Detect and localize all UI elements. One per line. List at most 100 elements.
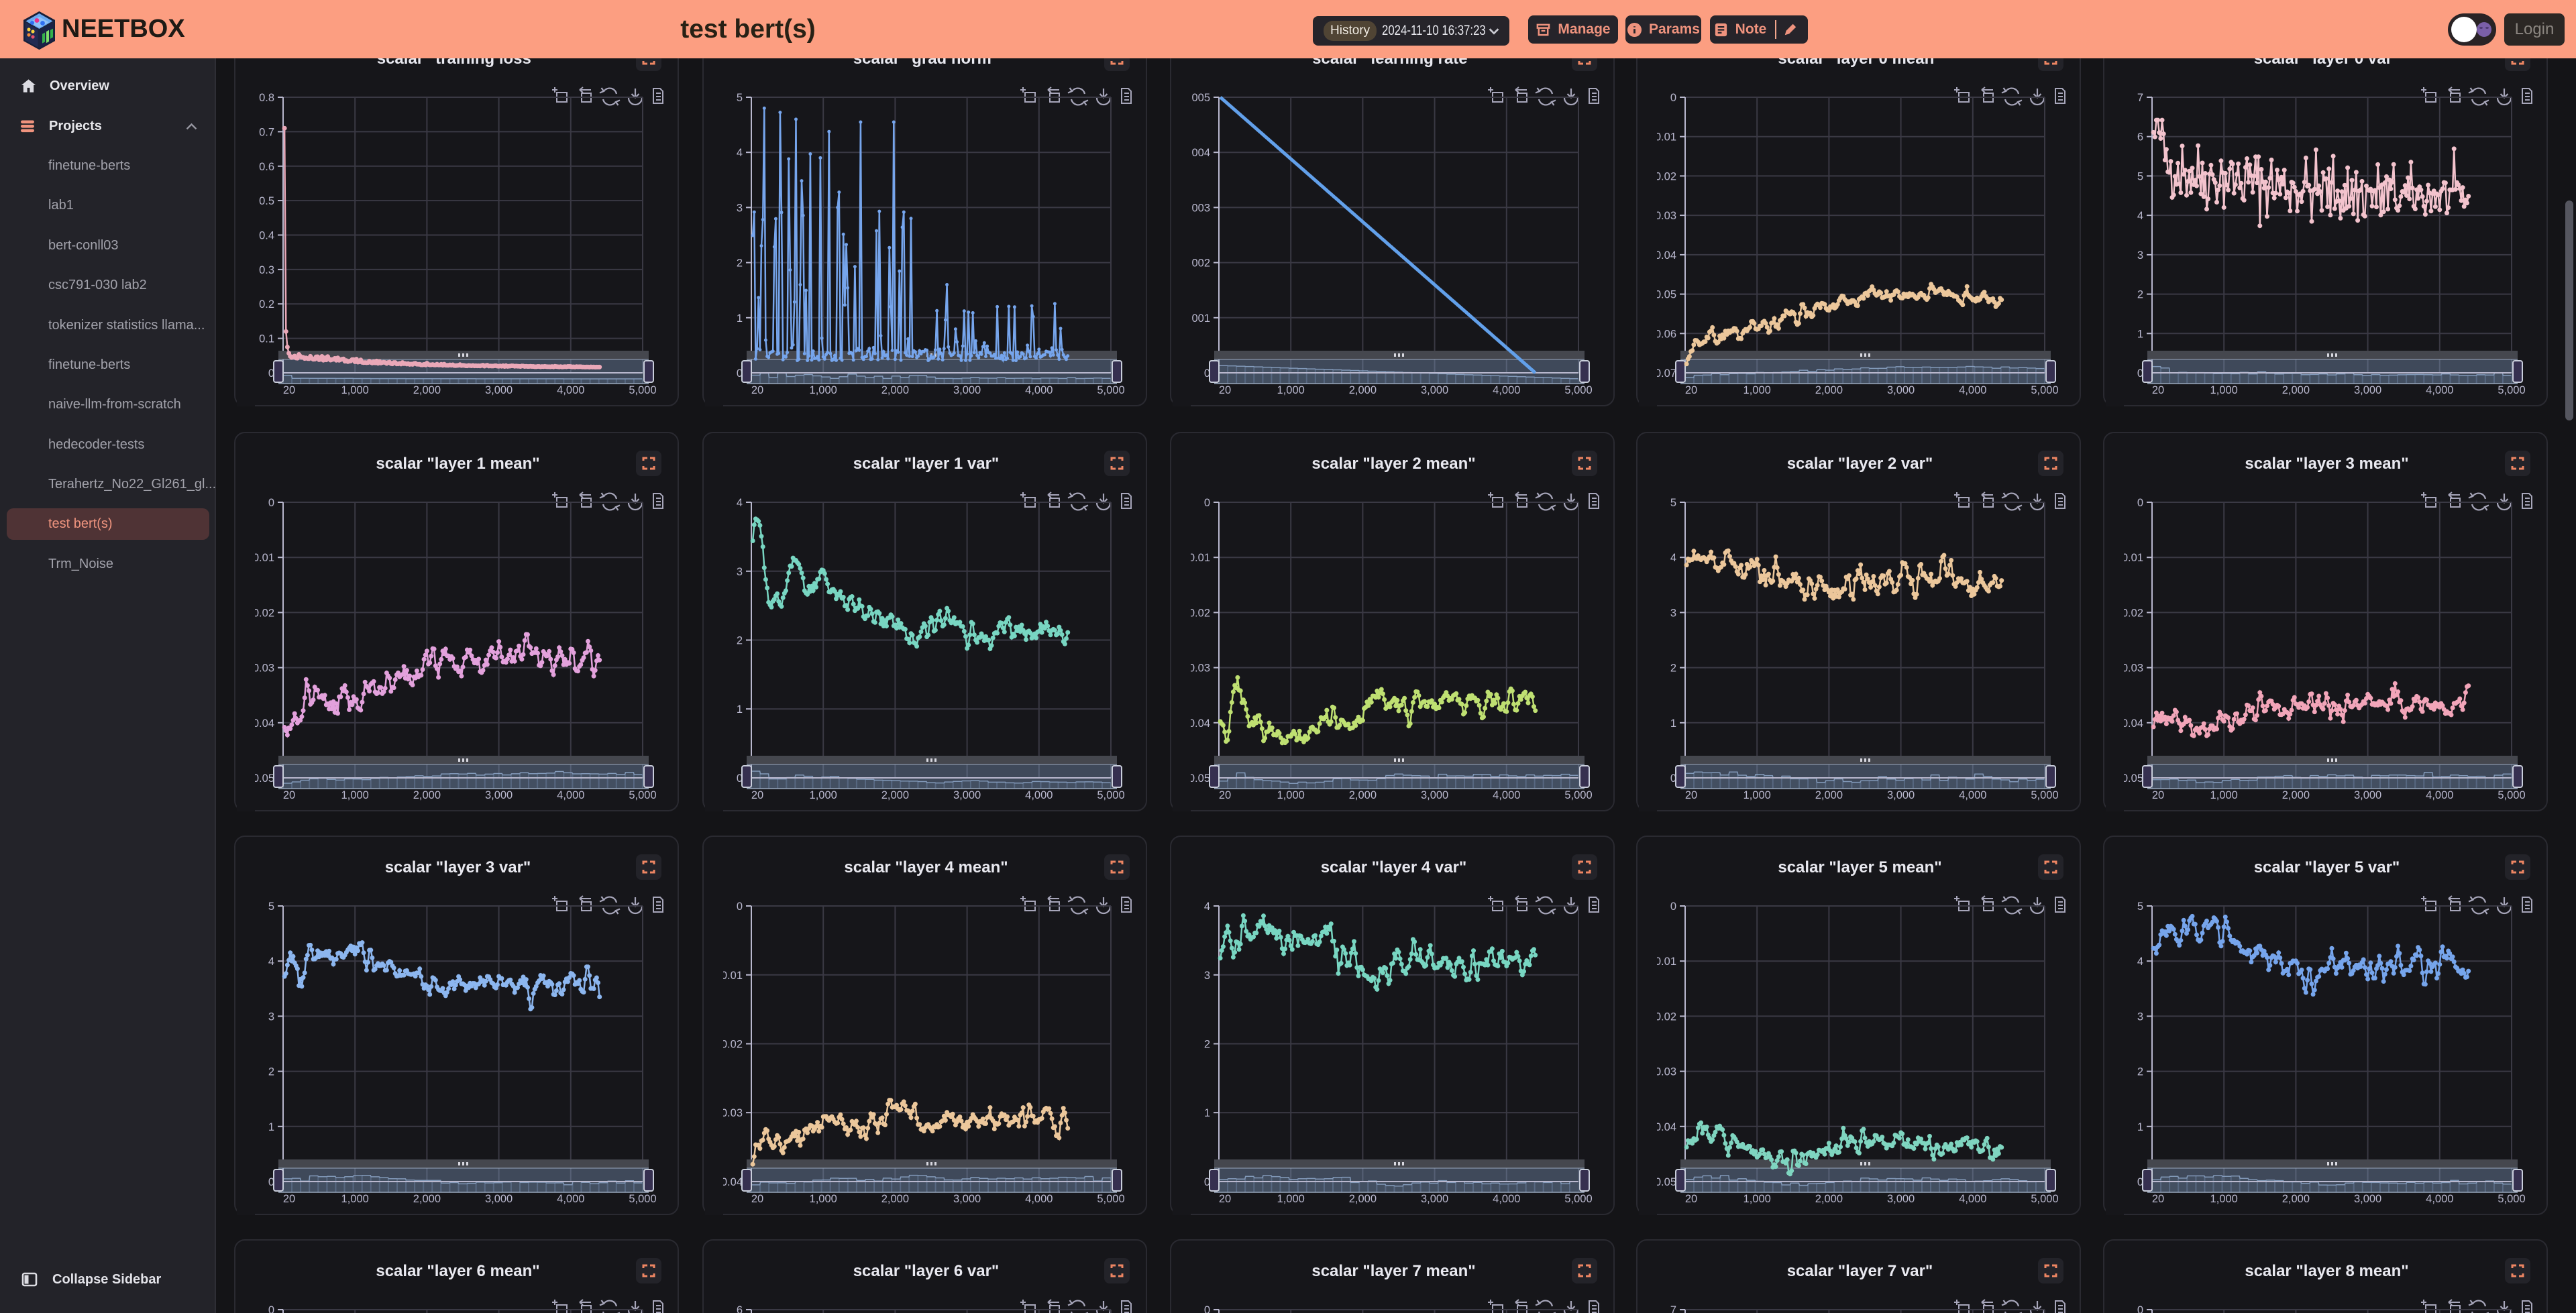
svg-text:-0.04: -0.04 xyxy=(1651,249,1676,262)
svg-text:20: 20 xyxy=(751,789,763,801)
svg-text:3,000: 3,000 xyxy=(1421,789,1448,801)
svg-text:1,000: 1,000 xyxy=(2210,789,2238,801)
svg-text:20: 20 xyxy=(1685,1193,1697,1205)
svg-text:-0.01: -0.01 xyxy=(1651,956,1676,968)
svg-text:1,000: 1,000 xyxy=(1277,1193,1305,1205)
svg-text:0: 0 xyxy=(2137,1304,2143,1313)
svg-text:1: 1 xyxy=(268,1121,274,1133)
svg-text:6: 6 xyxy=(737,1304,743,1313)
svg-text:-0.05: -0.05 xyxy=(1651,289,1676,301)
svg-text:20: 20 xyxy=(1219,1193,1231,1205)
svg-text:0: 0 xyxy=(268,1304,274,1313)
svg-text:4: 4 xyxy=(1670,552,1676,564)
svg-text:2,000: 2,000 xyxy=(881,384,909,396)
svg-text:-0.02: -0.02 xyxy=(2118,607,2143,619)
svg-text:-0.05: -0.05 xyxy=(249,773,274,785)
svg-text:5,000: 5,000 xyxy=(629,789,656,801)
svg-text:-0.02: -0.02 xyxy=(1651,1011,1676,1023)
svg-text:-0.02: -0.02 xyxy=(1185,607,1210,619)
svg-text:20: 20 xyxy=(1685,384,1697,396)
svg-text:2,000: 2,000 xyxy=(881,1193,909,1205)
svg-text:-0.04: -0.04 xyxy=(1185,718,1210,730)
svg-text:1: 1 xyxy=(1670,718,1676,730)
svg-text:4,000: 4,000 xyxy=(1025,384,1053,396)
svg-text:scalar "layer 8 mean": scalar "layer 8 mean" xyxy=(2245,1262,2408,1280)
svg-text:2,000: 2,000 xyxy=(1815,1193,1843,1205)
svg-text:0: 0 xyxy=(1670,901,1676,913)
svg-text:5,000: 5,000 xyxy=(629,1193,656,1205)
svg-text:2,000: 2,000 xyxy=(413,1193,441,1205)
svg-text:3,000: 3,000 xyxy=(2354,1193,2381,1205)
svg-text:3: 3 xyxy=(737,566,743,578)
svg-text:0.7: 0.7 xyxy=(259,126,274,138)
svg-text:-0.07: -0.07 xyxy=(1651,367,1676,380)
svg-text:scalar "layer 7 mean": scalar "layer 7 mean" xyxy=(1311,1262,1475,1280)
svg-text:1,000: 1,000 xyxy=(810,384,837,396)
svg-text:4,000: 4,000 xyxy=(1959,384,1986,396)
svg-text:4,000: 4,000 xyxy=(1025,789,1053,801)
svg-text:3,000: 3,000 xyxy=(953,384,981,396)
svg-text:-0.04: -0.04 xyxy=(1651,1121,1676,1133)
svg-text:3,000: 3,000 xyxy=(1421,1193,1448,1205)
svg-text:3,000: 3,000 xyxy=(953,789,981,801)
svg-text:0: 0 xyxy=(737,901,743,913)
svg-text:-0.01: -0.01 xyxy=(1651,131,1676,144)
svg-text:-0.03: -0.03 xyxy=(1185,663,1210,675)
svg-text:-0.04: -0.04 xyxy=(2118,718,2143,730)
svg-text:0: 0 xyxy=(737,367,743,380)
svg-text:1,000: 1,000 xyxy=(341,384,369,396)
svg-text:-0.03: -0.03 xyxy=(1651,210,1676,222)
svg-text:scalar "layer 4 var": scalar "layer 4 var" xyxy=(1321,858,1467,876)
svg-text:4,000: 4,000 xyxy=(557,789,584,801)
svg-text:-0.04: -0.04 xyxy=(249,718,274,730)
svg-text:4,000: 4,000 xyxy=(2426,384,2453,396)
svg-text:2: 2 xyxy=(268,1066,274,1078)
svg-text:0.2: 0.2 xyxy=(259,298,274,310)
svg-text:2,000: 2,000 xyxy=(881,789,909,801)
svg-text:0.3: 0.3 xyxy=(259,264,274,276)
svg-text:0: 0 xyxy=(2137,497,2143,509)
svg-text:4: 4 xyxy=(1204,901,1210,913)
svg-text:2: 2 xyxy=(1670,663,1676,675)
svg-text:scalar "layer 6 var": scalar "layer 6 var" xyxy=(853,1262,1000,1280)
svg-text:1,000: 1,000 xyxy=(341,789,369,801)
svg-text:-0.04: -0.04 xyxy=(717,1176,743,1188)
svg-text:3,000: 3,000 xyxy=(1887,384,1915,396)
svg-text:20: 20 xyxy=(2152,789,2164,801)
svg-text:4,000: 4,000 xyxy=(1959,1193,1986,1205)
svg-text:2,000: 2,000 xyxy=(1815,384,1843,396)
svg-text:1,000: 1,000 xyxy=(1743,789,1771,801)
svg-text:2: 2 xyxy=(737,258,743,270)
svg-text:5,000: 5,000 xyxy=(1097,789,1124,801)
svg-text:1: 1 xyxy=(737,312,743,325)
svg-text:4: 4 xyxy=(268,956,274,968)
svg-text:-0.02: -0.02 xyxy=(717,1039,743,1051)
svg-text:1,000: 1,000 xyxy=(2210,1193,2238,1205)
svg-text:scalar "layer 1 mean": scalar "layer 1 mean" xyxy=(376,455,539,473)
svg-text:3,000: 3,000 xyxy=(2354,789,2381,801)
svg-text:-0.01: -0.01 xyxy=(249,552,274,564)
svg-text:5,000: 5,000 xyxy=(2498,789,2525,801)
svg-text:scalar "layer 5 mean": scalar "layer 5 mean" xyxy=(1778,858,1941,876)
svg-text:scalar "layer 1 var": scalar "layer 1 var" xyxy=(853,455,1000,473)
svg-text:3,000: 3,000 xyxy=(485,384,513,396)
svg-text:2,000: 2,000 xyxy=(2282,384,2310,396)
svg-text:scalar "layer 2 mean": scalar "layer 2 mean" xyxy=(1311,455,1475,473)
svg-text:0.8: 0.8 xyxy=(259,92,274,104)
svg-text:0: 0 xyxy=(1204,367,1210,380)
svg-text:-0.05: -0.05 xyxy=(1651,1176,1676,1188)
svg-text:2,000: 2,000 xyxy=(413,789,441,801)
svg-text:3: 3 xyxy=(2137,249,2143,262)
svg-text:20: 20 xyxy=(1219,384,1231,396)
svg-text:20: 20 xyxy=(283,1193,295,1205)
svg-text:-0.01: -0.01 xyxy=(2118,552,2143,564)
svg-text:scalar "layer 3 var": scalar "layer 3 var" xyxy=(385,858,531,876)
svg-text:20: 20 xyxy=(2152,1193,2164,1205)
svg-text:0.5: 0.5 xyxy=(259,195,274,207)
svg-text:3,000: 3,000 xyxy=(485,1193,513,1205)
svg-text:-0.02: -0.02 xyxy=(249,607,274,619)
svg-text:3,000: 3,000 xyxy=(953,1193,981,1205)
svg-text:2: 2 xyxy=(737,635,743,647)
svg-text:0: 0 xyxy=(1670,773,1676,785)
svg-text:1: 1 xyxy=(737,703,743,716)
